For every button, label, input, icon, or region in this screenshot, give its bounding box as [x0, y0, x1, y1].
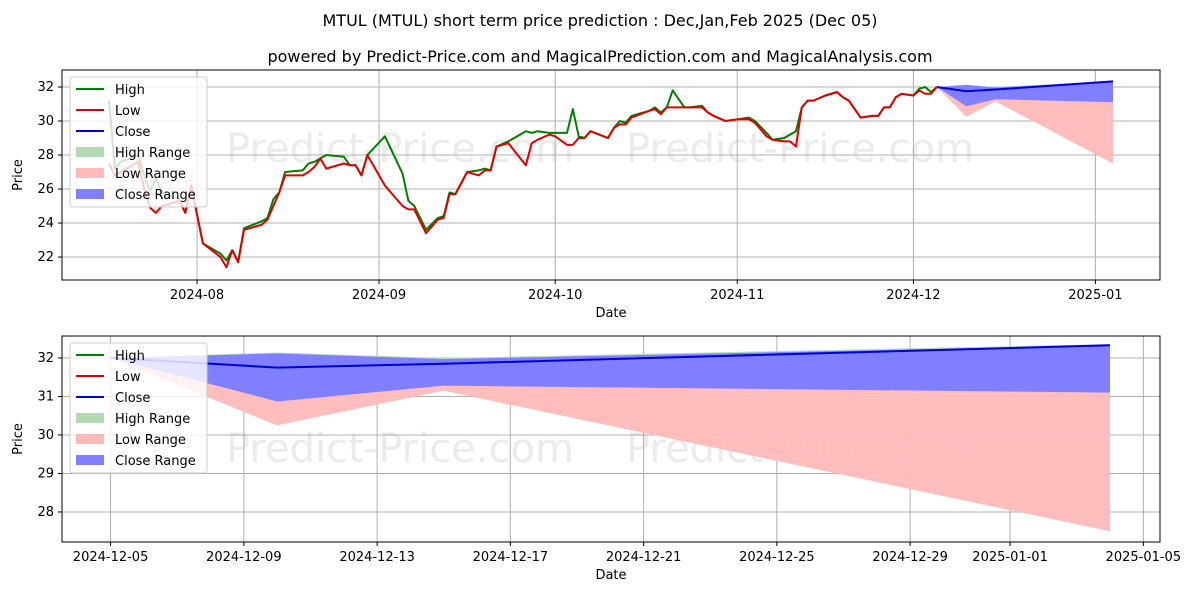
prediction-chart: Predict-Price.comPredict-Price.com282930… [11, 335, 1182, 583]
close-line [936, 80, 1114, 93]
x-axis-label: Date [595, 306, 626, 321]
legend-swatch-high-range [76, 147, 104, 157]
y-tick-label: 32 [37, 351, 54, 366]
legend: High Low Close High Range Low Range Close Ran… [69, 76, 208, 208]
x-tick-label: 2024-12-29 [872, 550, 948, 565]
y-tick-label: 26 [37, 182, 54, 197]
x-tick-label: 2024-12-05 [73, 550, 149, 565]
x-tick-label: 2025-01 [1068, 288, 1122, 303]
legend-label: Close Range [115, 454, 196, 469]
x-tick-label: 2025-01-01 [972, 550, 1048, 565]
x-tick-label: 2024-12-25 [739, 550, 815, 565]
x-tick-label: 2024-12-09 [206, 550, 282, 565]
y-tick-label: 28 [37, 148, 54, 163]
plot-area [110, 344, 1111, 532]
x-tick-label: 2024-12-21 [606, 550, 682, 565]
y-tick-label: 32 [37, 80, 54, 95]
y-tick-label: 30 [37, 114, 54, 129]
watermarks: Predict-Price.com Predict-Price.com Predic… [226, 126, 974, 322]
y-axis-label: Price [11, 423, 26, 455]
watermark-text: Predict-Price.com [226, 426, 574, 472]
legend-label: Low [115, 104, 141, 119]
x-tick-label: 2024-10 [528, 288, 582, 303]
watermark-text: Predict-Price.com [226, 276, 574, 322]
legend-swatch-high-range [76, 413, 104, 423]
watermark-text: Predict-Price.com [626, 126, 974, 172]
x-tick-label: 2024-08 [170, 288, 224, 303]
legend-label: High [115, 349, 145, 364]
low-line [108, 86, 938, 269]
legend-box [69, 342, 208, 474]
axes-frame [61, 335, 1161, 543]
legend-swatch-low-range [76, 434, 104, 444]
y-tick-label: 30 [37, 428, 54, 443]
legend-swatch-close-range [76, 455, 104, 465]
chart-subtitle: powered by Predict-Price.com and Magical… [267, 47, 932, 66]
plot-area [107, 80, 1114, 269]
legend-swatch-close-range [76, 189, 104, 199]
legend-label: Close Range [115, 188, 196, 203]
watermark-text: Predict-Price.com [226, 126, 574, 172]
y-tick-label: 28 [37, 505, 54, 520]
watermark-text: Predict-Price.com [626, 276, 974, 322]
high-line [107, 86, 938, 264]
x-tick-label: 2024-12 [886, 288, 940, 303]
close-range-band [110, 345, 1111, 402]
legend-label: Close [115, 391, 150, 406]
legend-label: High Range [115, 412, 190, 427]
x-tick-label: 2024-12-17 [473, 550, 549, 565]
legend-label: Low Range [115, 167, 186, 182]
legend-label: High Range [115, 146, 190, 161]
legend-label: High [115, 83, 145, 98]
y-axis-label: Price [11, 159, 26, 191]
x-axis-label: Date [595, 568, 626, 583]
legend-label: Low [115, 370, 141, 385]
legend-box [69, 76, 208, 208]
y-tick-label: 24 [37, 216, 54, 231]
x-tick-label: 2024-11 [710, 288, 764, 303]
axes-frame [61, 69, 1161, 281]
low-range-band [110, 357, 1111, 532]
x-tick-label: 2024-09 [352, 288, 406, 303]
y-tick-label: 29 [37, 466, 54, 481]
legend-swatch-low-range [76, 168, 104, 178]
x-tick-label: 2025-01-05 [1106, 550, 1182, 565]
legend-label: Close [115, 125, 150, 140]
legend-label: Low Range [115, 433, 186, 448]
x-tick-label: 2024-12-13 [339, 550, 415, 565]
y-tick-label: 31 [37, 389, 54, 404]
legend: High Low Close High Range Low Range Close Ran… [69, 342, 208, 474]
history-chart: Predict-Price.com Predict-Price.com Predic… [11, 69, 1161, 322]
y-tick-label: 22 [37, 250, 54, 265]
low-range-band [936, 87, 1114, 164]
chart-title: MTUL (MTUL) short term price prediction … [323, 11, 878, 30]
close-range-band [936, 81, 1114, 107]
